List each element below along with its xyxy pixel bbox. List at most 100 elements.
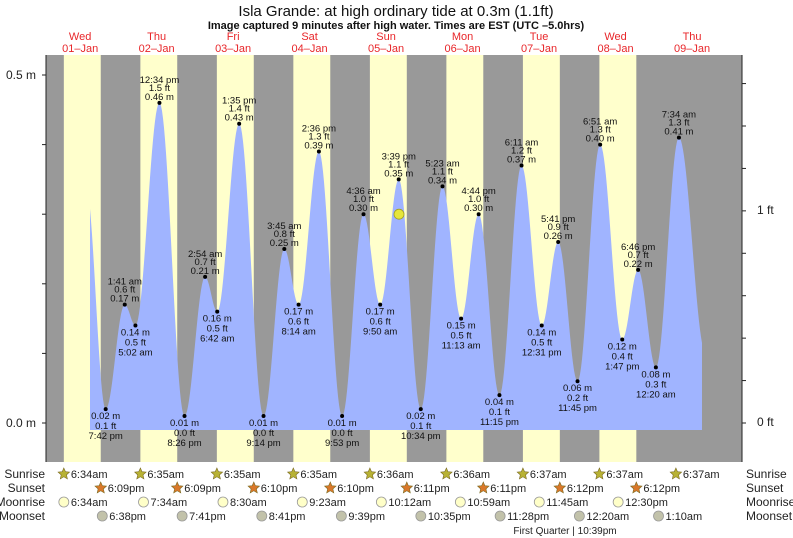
- day-date: 02–Jan: [139, 43, 175, 55]
- tide-height-m: 0.16 m: [203, 314, 232, 325]
- tide-height-m: 0.41 m: [664, 127, 693, 138]
- low-tide-point: 0.16 m0.5 ft6:42 am: [200, 309, 234, 345]
- tide-dot: [476, 212, 481, 217]
- tide-height-m: 0.17 m: [284, 307, 313, 318]
- high-tide-point: 1:41 am0.6 ft0.17 m: [108, 277, 142, 307]
- tide-dot: [340, 414, 345, 419]
- tide-height-m: 0.35 m: [384, 168, 413, 179]
- tide-time: 8:14 am: [281, 327, 315, 338]
- tide-time: 9:50 am: [363, 327, 397, 338]
- day-date: 07–Jan: [521, 43, 557, 55]
- high-tide-point: 6:51 am1.3 ft0.40 m: [583, 117, 617, 147]
- moonset-icon: [256, 510, 268, 522]
- moonrise-time: 11:45am: [546, 497, 588, 509]
- tide-height-m: 0.22 m: [624, 259, 653, 270]
- tide-height-m: 0.30 m: [349, 203, 378, 214]
- day-of-week: Mon: [452, 31, 473, 43]
- tide-height-ft: 0.9 ft: [548, 222, 569, 233]
- row-label-sunrise: Sunrise: [4, 467, 45, 481]
- low-tide-point: 0.02 m0.1 ft7:42 pm: [89, 407, 123, 442]
- tide-height-ft: 0.1 ft: [410, 421, 431, 432]
- tide-height-ft: 0.5 ft: [125, 338, 146, 349]
- moonset-time: 6:38pm: [109, 511, 146, 523]
- tide-time: 6:46 pm: [621, 242, 655, 253]
- moonrise-time: 12:30pm: [625, 497, 668, 509]
- tide-time: 12:31 pm: [522, 348, 562, 359]
- tide-time: 11:15 pm: [480, 417, 519, 428]
- tide-height-ft: 0.1 ft: [489, 407, 510, 418]
- tide-height-m: 0.01 m: [328, 418, 357, 429]
- sunrise-time: 6:35am: [300, 469, 337, 481]
- tide-fill: [90, 103, 702, 430]
- moonset-icon: [415, 510, 427, 522]
- tide-height-m: 0.30 m: [464, 203, 493, 214]
- tide-time: 6:42 am: [200, 334, 234, 345]
- tide-time: 5:41 pm: [541, 214, 575, 225]
- tide-time: 9:14 pm: [246, 438, 280, 449]
- day-date: 05–Jan: [368, 43, 404, 55]
- tide-dot: [519, 163, 524, 168]
- tide-height-ft: 1.4 ft: [229, 104, 250, 115]
- row-label-moonset-right: Moonset: [746, 509, 793, 523]
- tide-height-m: 0.39 m: [304, 141, 333, 152]
- sunrise-time: 6:36am: [453, 469, 490, 481]
- sunset-time: 6:11pm: [414, 483, 450, 495]
- sunrise-time: 6:35am: [224, 469, 261, 481]
- sunrise-time: 6:37am: [530, 469, 567, 481]
- tide-height-ft: 0.5 ft: [207, 324, 228, 335]
- high-tide-point: 7:34 am1.3 ft0.41 m: [662, 110, 696, 140]
- sunset-time: 6:12pm: [567, 483, 604, 495]
- tide-dot: [237, 121, 242, 126]
- tide-time: 9:53 pm: [325, 438, 359, 449]
- tide-height-m: 0.17 m: [366, 307, 395, 318]
- tide-dot: [598, 142, 603, 147]
- sunset-time: 6:10pm: [261, 483, 298, 495]
- low-tide-point: 0.17 m0.6 ft8:14 am: [281, 302, 316, 338]
- tide-dot: [261, 414, 266, 419]
- tide-time: 2:36 pm: [302, 124, 336, 135]
- tide-dot: [203, 274, 208, 279]
- moonset-time: 11:28pm: [507, 511, 549, 523]
- tide-height-m: 0.01 m: [170, 418, 199, 429]
- moonset-time: 9:39pm: [348, 511, 385, 523]
- tide-height-ft: 0.6 ft: [114, 285, 135, 296]
- high-tide-point: 6:11 am1.2 ft0.37 m: [505, 137, 538, 168]
- high-tide-point: 4:44 pm1.0 ft0.30 m: [462, 186, 496, 217]
- low-tide-point: 0.14 m0.5 ft5:02 am: [118, 323, 153, 359]
- tide-time: 1:41 am: [108, 277, 142, 288]
- tide-height-m: 0.43 m: [225, 113, 254, 124]
- sunset-icon: [553, 481, 567, 494]
- tide-height-m: 0.17 m: [110, 294, 139, 305]
- high-tide-point: 12:34 pm1.5 ft0.46 m: [140, 75, 179, 105]
- day-of-week: Sat: [301, 31, 318, 43]
- day-date: 08–Jan: [598, 43, 634, 55]
- moonset-time: 8:41pm: [269, 511, 306, 523]
- tide-dot: [556, 240, 561, 245]
- tide-height-m: 0.01 m: [249, 418, 278, 429]
- moonrise-icon: [375, 496, 387, 508]
- sunrise-icon: [516, 467, 530, 480]
- tide-dot: [361, 212, 366, 217]
- tide-dot: [215, 309, 220, 314]
- tide-height-m: 0.02 m: [91, 411, 120, 422]
- tide-height-m: 0.06 m: [563, 383, 592, 394]
- high-tide-point: 2:36 pm1.3 ft0.39 m: [302, 124, 336, 154]
- moonset-icon: [494, 510, 506, 522]
- tide-time: 2:54 am: [188, 249, 222, 260]
- tide-dot: [459, 316, 464, 321]
- moonrise-icon: [138, 496, 149, 508]
- tide-labels: 0.02 m0.1 ft7:42 pm1:41 am0.6 ft0.17 m0.…: [89, 75, 697, 449]
- low-tide-point: 0.17 m0.6 ft9:50 am: [363, 302, 397, 338]
- tide-dot: [133, 323, 138, 328]
- moonset-time: 1:10am: [666, 511, 703, 523]
- day-date: 09–Jan: [674, 43, 710, 55]
- chart-subtitle: Image captured 9 minutes after high wate…: [208, 20, 585, 32]
- day-of-week: Thu: [683, 31, 702, 43]
- tide-dot: [575, 379, 580, 384]
- tide-time: 3:39 pm: [382, 151, 416, 162]
- tide-height-ft: 0.2 ft: [567, 393, 588, 404]
